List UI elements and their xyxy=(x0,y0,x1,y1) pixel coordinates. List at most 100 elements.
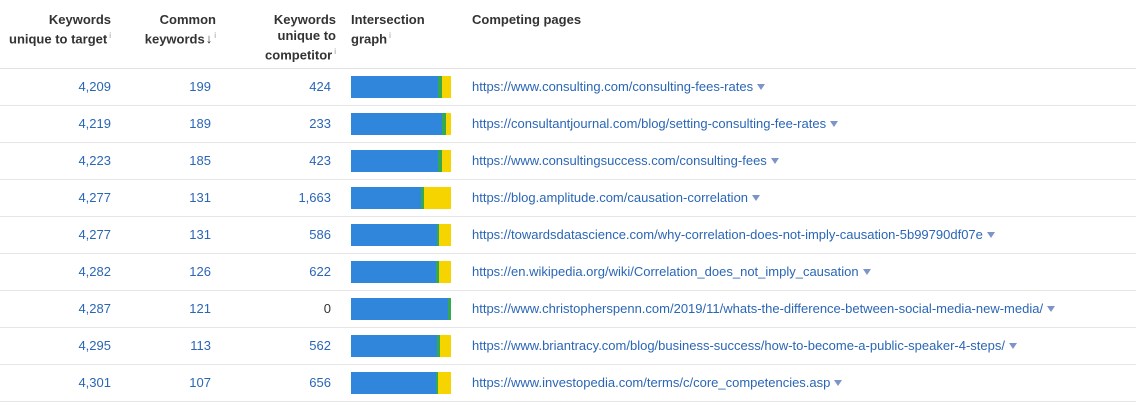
table-row: 4,287 121 0 https://www.christopherspenn.co… xyxy=(0,291,1136,328)
unique-to-competitor-value[interactable]: 656 xyxy=(309,375,331,390)
intersection-common-segment xyxy=(441,113,446,135)
unique-to-target-value[interactable]: 4,219 xyxy=(78,116,111,131)
header-competing-pages-label: Competing pages xyxy=(472,12,582,27)
competing-page-url: https://en.wikipedia.org/wiki/Correlatio… xyxy=(472,254,871,290)
intersection-graph-bar xyxy=(351,76,451,98)
header-unique-to-competitor[interactable]: Keywords unique to competitor i xyxy=(0,12,336,63)
competing-page-link[interactable]: https://blog.amplitude.com/causation-cor… xyxy=(472,190,749,205)
unique-to-target-value[interactable]: 4,209 xyxy=(78,79,111,94)
competing-page-link[interactable]: https://www.briantracy.com/blog/business… xyxy=(472,338,1005,353)
unique-to-target-value[interactable]: 4,287 xyxy=(78,301,111,316)
intersection-unique-competitor-segment xyxy=(445,113,451,135)
common-keywords-value[interactable]: 126 xyxy=(189,264,211,279)
intersection-unique-target-segment xyxy=(351,372,436,394)
intersection-graph-bar xyxy=(351,150,451,172)
unique-to-competitor-value[interactable]: 586 xyxy=(309,227,331,242)
dropdown-caret-icon[interactable] xyxy=(986,231,995,238)
intersection-unique-target-segment xyxy=(351,298,449,320)
competing-page-url: https://consultantjournal.com/blog/setti… xyxy=(472,106,839,142)
common-keywords-value[interactable]: 121 xyxy=(189,301,211,316)
intersection-graph-bar xyxy=(351,298,451,320)
intersection-common-segment xyxy=(436,224,440,246)
unique-to-target-value[interactable]: 4,282 xyxy=(78,264,111,279)
info-icon[interactable]: i xyxy=(214,31,216,40)
dropdown-caret-icon[interactable] xyxy=(1008,342,1017,349)
table-body: 4,209 199 424 https://www.consulting.com/co… xyxy=(0,69,1136,402)
unique-to-target-value[interactable]: 4,301 xyxy=(78,375,111,390)
unique-to-competitor-value[interactable]: 424 xyxy=(309,79,331,94)
dropdown-caret-icon[interactable] xyxy=(1047,305,1056,312)
table-row: 4,295 113 562 https://www.briantracy.com/bl… xyxy=(0,328,1136,365)
common-keywords-value[interactable]: 131 xyxy=(189,227,211,242)
header-unique-to-target-line1: Keywords xyxy=(48,12,111,27)
header-intersection-line2: graph xyxy=(351,31,388,47)
competing-page-link[interactable]: https://www.christopherspenn.com/2019/11… xyxy=(472,301,1044,316)
header-common-keywords[interactable]: Common keywords↓ i xyxy=(0,12,216,47)
sort-down-arrow-icon[interactable]: ↓ xyxy=(205,31,213,47)
dropdown-caret-icon[interactable] xyxy=(757,83,766,90)
unique-to-target-value[interactable]: 4,295 xyxy=(78,338,111,353)
intersection-graph-bar xyxy=(351,224,451,246)
unique-to-competitor-value[interactable]: 622 xyxy=(309,264,331,279)
intersection-graph-bar xyxy=(351,372,451,394)
header-unique-to-competitor-line2: unique to xyxy=(277,28,337,43)
header-unique-to-competitor-line1: Keywords xyxy=(273,12,336,27)
competing-page-link[interactable]: https://consultantjournal.com/blog/setti… xyxy=(472,116,827,131)
unique-to-target-value[interactable]: 4,277 xyxy=(78,190,111,205)
common-keywords-value[interactable]: 185 xyxy=(189,153,211,168)
common-keywords-value[interactable]: 113 xyxy=(190,338,211,353)
info-icon[interactable]: i xyxy=(389,31,391,40)
intersection-graph-bar xyxy=(351,113,451,135)
common-keywords-value[interactable]: 107 xyxy=(189,375,211,390)
header-common-line1: Common xyxy=(159,12,216,27)
header-unique-to-target[interactable]: Keywords unique to target i xyxy=(0,12,111,47)
competing-page-link[interactable]: https://www.consulting.com/consulting-fe… xyxy=(472,79,754,94)
intersection-unique-competitor-segment xyxy=(439,335,451,357)
common-keywords-value[interactable]: 189 xyxy=(189,116,211,131)
competing-page-url: https://blog.amplitude.com/causation-cor… xyxy=(472,180,761,216)
competing-page-link[interactable]: https://www.consultingsuccess.com/consul… xyxy=(472,153,767,168)
intersection-unique-competitor-segment xyxy=(438,261,451,283)
unique-to-competitor-value[interactable]: 423 xyxy=(309,153,331,168)
common-keywords-value[interactable]: 199 xyxy=(189,79,211,94)
dropdown-caret-icon[interactable] xyxy=(830,120,839,127)
unique-to-competitor-value[interactable]: 1,663 xyxy=(298,190,331,205)
dropdown-caret-icon[interactable] xyxy=(752,194,761,201)
table-row: 4,223 185 423 https://www.consultingsuccess… xyxy=(0,143,1136,180)
competing-page-url: https://www.investopedia.com/terms/c/cor… xyxy=(472,365,843,401)
intersection-graph-bar xyxy=(351,187,451,209)
header-intersection-line1: Intersection xyxy=(351,12,425,27)
unique-to-target-value[interactable]: 4,223 xyxy=(78,153,111,168)
table-row: 4,277 131 586 https://towardsdatascience.co… xyxy=(0,217,1136,254)
competing-page-url: https://www.christopherspenn.com/2019/11… xyxy=(472,291,1056,327)
unique-to-target-value[interactable]: 4,277 xyxy=(78,227,111,242)
intersection-unique-competitor-segment xyxy=(438,372,451,394)
intersection-unique-target-segment xyxy=(351,113,442,135)
common-keywords-value[interactable]: 131 xyxy=(189,190,211,205)
header-intersection-graph: Intersection graph i xyxy=(351,12,461,47)
table-row: 4,277 131 1,663 https://blog.amplitude.com/… xyxy=(0,180,1136,217)
intersection-common-segment xyxy=(421,187,424,209)
dropdown-caret-icon[interactable] xyxy=(862,268,871,275)
info-icon[interactable]: i xyxy=(109,31,111,40)
intersection-unique-target-segment xyxy=(351,261,437,283)
competing-page-link[interactable]: https://towardsdatascience.com/why-corre… xyxy=(472,227,983,242)
intersection-common-segment xyxy=(437,335,440,357)
unique-to-competitor-value: 0 xyxy=(323,301,331,316)
unique-to-competitor-value[interactable]: 562 xyxy=(309,338,331,353)
competing-page-link[interactable]: https://www.investopedia.com/terms/c/cor… xyxy=(472,375,831,390)
dropdown-caret-icon[interactable] xyxy=(770,157,779,164)
unique-to-competitor-value[interactable]: 233 xyxy=(309,116,331,131)
competing-page-url: https://www.consultingsuccess.com/consul… xyxy=(472,143,779,179)
info-icon[interactable]: i xyxy=(334,47,336,56)
competing-page-url: https://towardsdatascience.com/why-corre… xyxy=(472,217,995,253)
intersection-common-segment xyxy=(436,261,439,283)
dropdown-caret-icon[interactable] xyxy=(834,379,843,386)
table-row: 4,209 199 424 https://www.consulting.com/co… xyxy=(0,69,1136,106)
table-header: Keywords unique to target i Common keywor… xyxy=(0,0,1136,69)
competing-page-link[interactable]: https://en.wikipedia.org/wiki/Correlatio… xyxy=(472,264,859,279)
competing-page-url: https://www.briantracy.com/blog/business… xyxy=(472,328,1017,364)
table-row: 4,301 107 656 https://www.investopedia.com/… xyxy=(0,365,1136,402)
intersection-unique-competitor-segment xyxy=(423,187,451,209)
